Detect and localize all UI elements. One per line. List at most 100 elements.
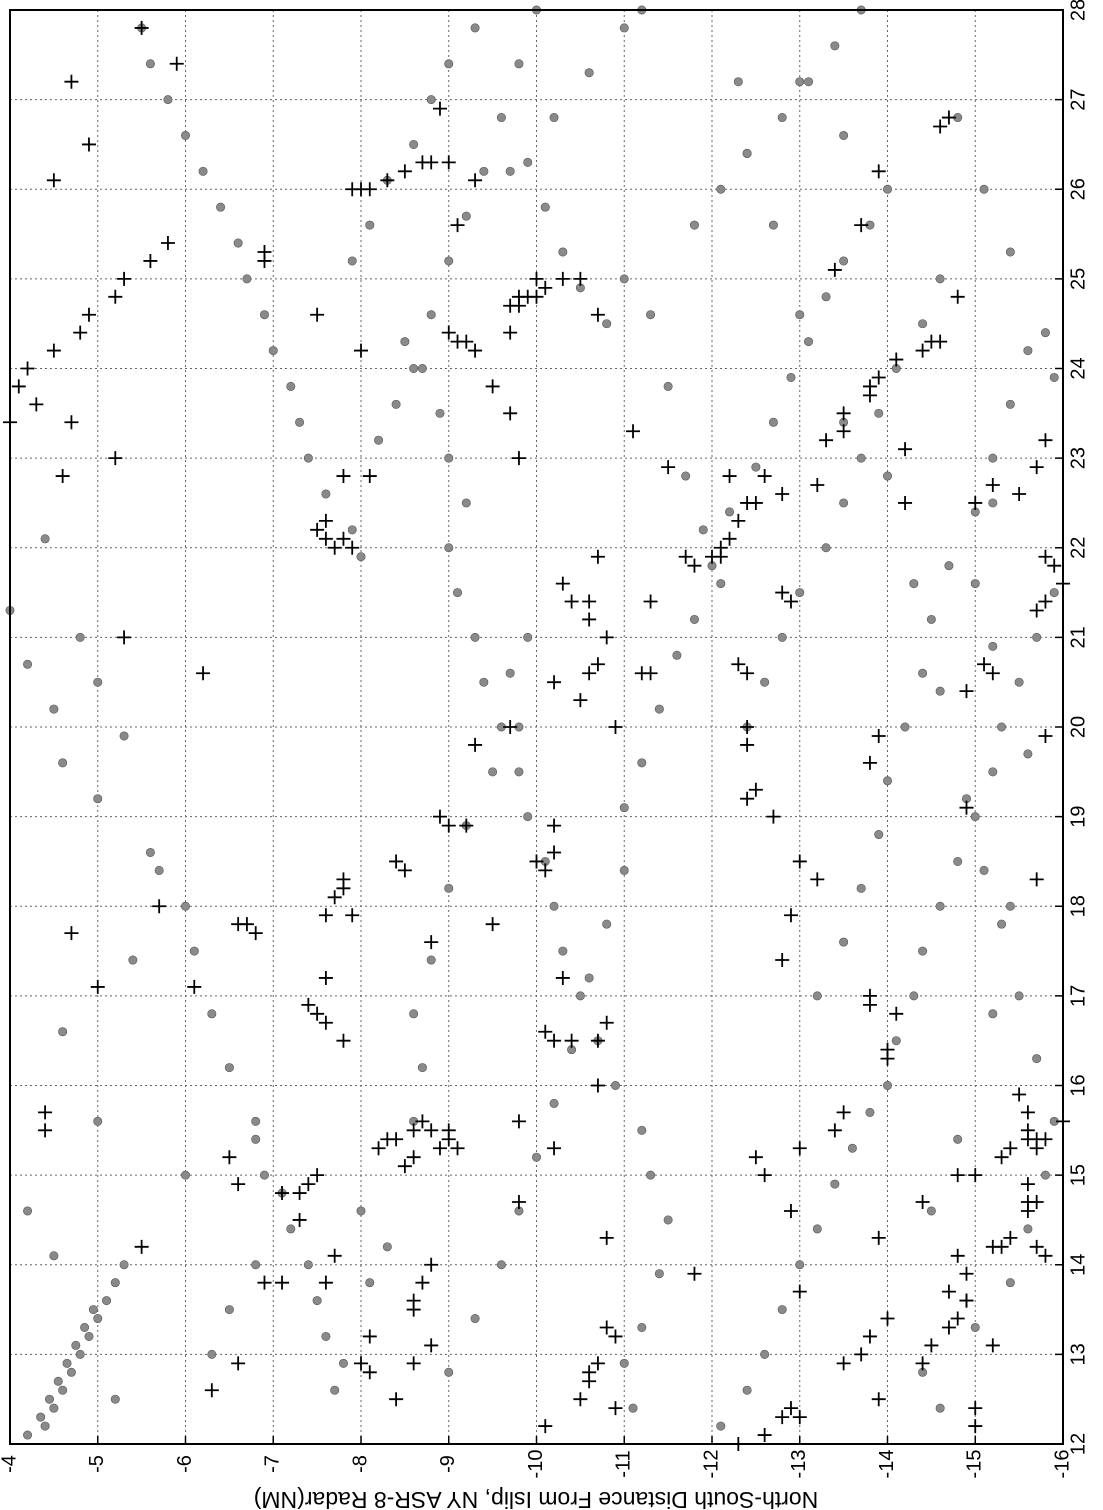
data-point-dot: [795, 588, 805, 598]
data-point-dot: [1040, 328, 1050, 338]
data-point-dot: [795, 1260, 805, 1270]
data-point-dot: [110, 1394, 120, 1404]
data-point-plus: [792, 1410, 807, 1425]
x-tick-label: 18: [1067, 895, 1089, 917]
data-point-dot: [804, 77, 814, 87]
data-point-dot: [646, 310, 656, 320]
data-point-plus: [590, 307, 605, 322]
data-point-plus: [950, 289, 965, 304]
data-point-dot: [49, 1403, 59, 1413]
data-point-plus: [977, 657, 992, 672]
data-point-dot: [444, 453, 454, 463]
data-point-dot: [988, 641, 998, 651]
data-point-dot: [821, 292, 831, 302]
data-point-dot: [286, 1224, 296, 1234]
data-point-dot: [935, 901, 945, 911]
data-point-plus: [590, 657, 605, 672]
data-point-plus: [450, 1141, 465, 1156]
data-point-plus: [503, 325, 518, 340]
data-point-plus: [792, 854, 807, 869]
data-point-plus: [257, 1275, 272, 1290]
x-tick-label: 20: [1067, 716, 1089, 738]
data-point-dot: [716, 1421, 726, 1431]
data-point-dot: [602, 319, 612, 329]
data-point-dot: [882, 1081, 892, 1091]
data-point-plus: [748, 782, 763, 797]
data-point-plus: [29, 397, 44, 412]
data-point-plus: [783, 908, 798, 923]
data-point-plus: [608, 1329, 623, 1344]
data-point-dot: [839, 937, 849, 947]
data-point-plus: [564, 1033, 579, 1048]
data-point-plus: [46, 343, 61, 358]
data-point-plus: [599, 630, 614, 645]
data-point-plus: [336, 872, 351, 887]
data-point-plus: [950, 1168, 965, 1183]
data-point-plus: [239, 917, 254, 932]
data-point-dot: [44, 1394, 54, 1404]
data-point-plus: [678, 549, 693, 564]
data-point-dot: [23, 659, 33, 669]
data-point-plus: [959, 800, 974, 815]
data-point-dot: [839, 256, 849, 266]
data-point-plus: [432, 1141, 447, 1156]
data-point-dot: [1023, 749, 1033, 759]
data-point-dot: [23, 1430, 33, 1440]
data-point-plus: [748, 495, 763, 510]
data-point-dot: [1014, 677, 1024, 687]
data-point-plus: [827, 262, 842, 277]
data-point-dot: [926, 614, 936, 624]
data-point-dot: [321, 1331, 331, 1341]
data-point-plus: [485, 917, 500, 932]
data-point-plus: [1029, 872, 1044, 887]
data-point-plus: [46, 173, 61, 188]
data-point-plus: [590, 549, 605, 564]
data-point-plus: [81, 137, 96, 152]
data-point-plus: [327, 1248, 342, 1263]
data-point-dot: [102, 1296, 112, 1306]
data-point-plus: [318, 531, 333, 546]
data-point-plus: [424, 1338, 439, 1353]
data-point-plus: [1020, 1105, 1035, 1120]
data-point-dot: [207, 1009, 217, 1019]
data-point-plus: [1020, 1195, 1035, 1210]
data-point-dot: [926, 1206, 936, 1216]
data-point-dot: [1032, 1054, 1042, 1064]
data-point-plus: [775, 585, 790, 600]
data-point-dot: [251, 1116, 261, 1126]
data-point-plus: [713, 549, 728, 564]
data-point-plus: [941, 1320, 956, 1335]
data-point-dot: [514, 767, 524, 777]
x-tick-label: 15: [1067, 1164, 1089, 1186]
data-point-dot: [795, 310, 805, 320]
y-tick-label: -7: [262, 1455, 284, 1473]
data-point-plus: [959, 684, 974, 699]
data-point-plus: [898, 495, 913, 510]
data-point-plus: [819, 433, 834, 448]
data-point-plus: [555, 970, 570, 985]
data-point-plus: [441, 818, 456, 833]
data-point-dot: [58, 1027, 68, 1037]
data-point-dot: [619, 803, 629, 813]
data-point-plus: [862, 988, 877, 1003]
data-point-dot: [768, 220, 778, 230]
data-point-plus: [889, 1006, 904, 1021]
data-point-dot: [53, 1376, 63, 1386]
data-point-dot: [93, 1116, 103, 1126]
y-tick-label: -16: [1051, 1450, 1073, 1479]
data-point-plus: [318, 970, 333, 985]
data-point-plus: [1038, 433, 1053, 448]
data-point-dot: [1032, 632, 1042, 642]
data-point-dot: [637, 758, 647, 768]
data-point-plus: [757, 469, 772, 484]
data-point-dot: [970, 812, 980, 822]
data-point-plus: [547, 675, 562, 690]
data-point-plus: [950, 1248, 965, 1263]
data-point-plus: [529, 271, 544, 286]
data-point-plus: [687, 1266, 702, 1281]
y-tick-label: -15: [964, 1450, 986, 1479]
data-point-dot: [1005, 247, 1015, 257]
data-point-plus: [871, 1392, 886, 1407]
data-point-plus: [406, 1150, 421, 1165]
grid: [10, 10, 1063, 1444]
